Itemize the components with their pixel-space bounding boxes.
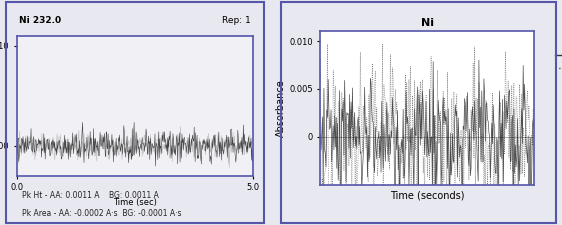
Text: Ni 232.0: Ni 232.0 bbox=[19, 16, 61, 25]
Text: Pk Ht - AA: 0.0011 A    BG: 0.0011 A: Pk Ht - AA: 0.0011 A BG: 0.0011 A bbox=[22, 191, 160, 200]
Title: Ni: Ni bbox=[420, 18, 434, 28]
Legend: AA, BG: AA, BG bbox=[551, 48, 562, 77]
X-axis label: Time (seconds): Time (seconds) bbox=[390, 190, 464, 200]
X-axis label: Time (sec): Time (sec) bbox=[113, 198, 157, 207]
Y-axis label: Absorbance: Absorbance bbox=[277, 79, 286, 137]
Text: Rep: 1: Rep: 1 bbox=[222, 16, 251, 25]
Text: Pk Area - AA: -0.0002 A·s  BG: -0.0001 A·s: Pk Area - AA: -0.0002 A·s BG: -0.0001 A·… bbox=[22, 209, 182, 218]
